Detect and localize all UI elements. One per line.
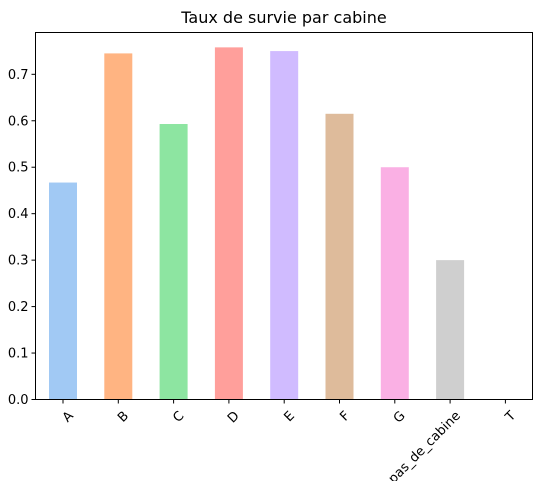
y-tick-label: 0.5 [8, 161, 29, 176]
x-tick-label: A [60, 409, 77, 426]
x-tick-label: T [502, 409, 519, 426]
x-tick-label: B [115, 409, 132, 426]
bar-G [380, 167, 409, 400]
bar-B [104, 53, 133, 400]
bars-group [49, 47, 465, 400]
chart-title: Taux de survie par cabine [180, 8, 386, 27]
x-tick-label: G [391, 409, 409, 427]
bar-E [270, 51, 299, 400]
y-tick-label: 0.4 [8, 207, 29, 222]
bar-C [159, 124, 188, 400]
y-tick-label: 0.7 [8, 68, 29, 83]
y-tick-label: 0.0 [8, 393, 29, 408]
x-tick-label: F [337, 409, 353, 425]
y-tick-label: 0.3 [8, 254, 29, 269]
y-axis: 0.0 0.1 0.2 0.3 0.4 0.5 0.6 0.7 [8, 68, 36, 408]
bar-F [325, 113, 354, 400]
bar-D [214, 47, 243, 400]
x-tick-label: D [225, 409, 243, 427]
x-tick-label: C [170, 409, 187, 426]
y-tick-label: 0.2 [8, 300, 29, 315]
bar-pas_de_cabine [436, 260, 465, 400]
y-tick-label: 0.6 [8, 114, 29, 129]
bar-A [49, 182, 77, 400]
x-tick-label: E [282, 409, 298, 425]
plot-frame [35, 32, 533, 400]
y-tick-label: 0.1 [8, 347, 29, 362]
